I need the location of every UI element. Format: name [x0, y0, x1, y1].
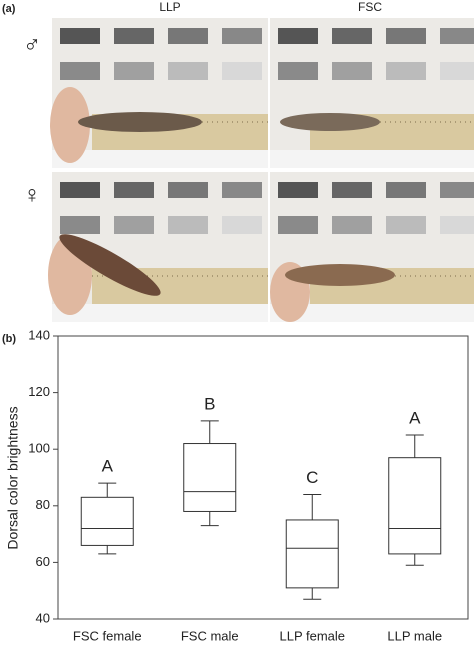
x-tick-label: FSC male: [181, 628, 239, 643]
box: [388, 457, 442, 555]
annotation: C: [306, 468, 318, 487]
annotation: A: [409, 409, 421, 428]
y-tick-label: 40: [36, 610, 50, 625]
row-label: ♀: [23, 181, 41, 208]
photo: [269, 17, 474, 169]
column-label: LLP: [159, 0, 180, 14]
y-tick-label: 100: [28, 441, 50, 456]
column-label: FSC: [358, 0, 382, 14]
annotation: B: [204, 394, 215, 413]
panel-label: (a): [2, 3, 16, 15]
y-tick-label: 120: [28, 384, 50, 399]
photo: [48, 171, 269, 323]
y-axis-label: Dorsal color brightness: [5, 406, 21, 549]
box: [183, 443, 237, 512]
panel-label: (b): [2, 333, 16, 345]
annotation: A: [102, 457, 114, 476]
box: [80, 496, 134, 546]
plot-frame: [57, 335, 469, 620]
box: [285, 519, 339, 589]
row-label: ♂: [23, 31, 41, 58]
y-tick-label: 80: [36, 497, 50, 512]
photo: [50, 17, 269, 169]
x-tick-label: LLP male: [387, 628, 442, 643]
y-tick-label: 140: [28, 327, 50, 342]
x-tick-label: FSC female: [73, 628, 142, 643]
y-tick-label: 60: [36, 554, 50, 569]
photo: [269, 171, 474, 323]
x-tick-label: LLP female: [279, 628, 345, 643]
